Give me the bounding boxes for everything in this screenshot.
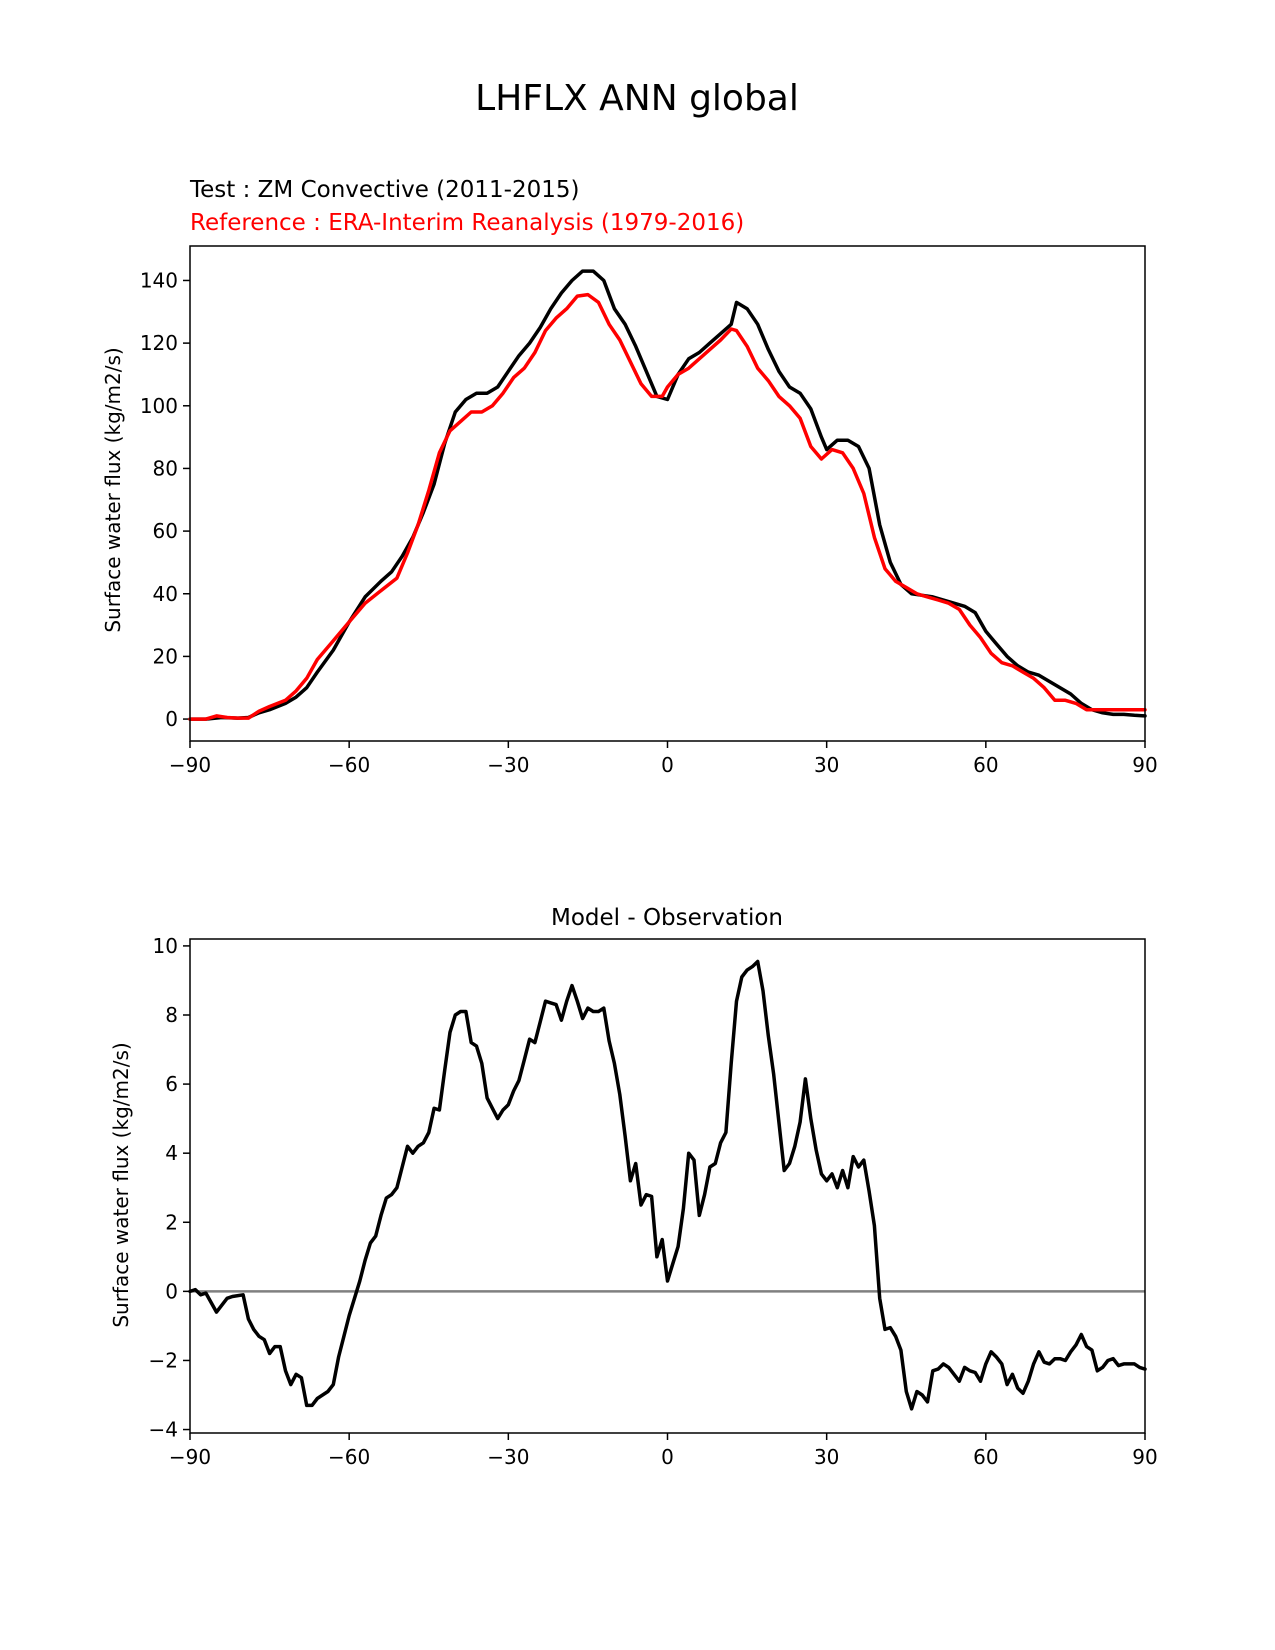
top-xtick-label: 60 bbox=[973, 753, 998, 777]
top-xtick-label: −90 bbox=[169, 753, 211, 777]
reference-series-line bbox=[188, 292, 1147, 721]
top-ytick-label: 40 bbox=[153, 582, 178, 606]
top-xtick-label: 90 bbox=[1132, 753, 1157, 777]
bottom-ylabel: Surface water flux (kg/m2/s) bbox=[109, 1042, 133, 1327]
reference-label: Reference : ERA-Interim Reanalysis (1979… bbox=[190, 210, 744, 236]
bottom-ytick-label: 2 bbox=[165, 1210, 178, 1234]
top-panel: Test : ZM Convective (2011-2015) Referen… bbox=[101, 177, 1158, 777]
top-ytick-label: 80 bbox=[153, 456, 178, 480]
test-label: Test : ZM Convective (2011-2015) bbox=[189, 177, 579, 203]
bottom-y-ticks: −4 −2 0 2 4 6 8 10 bbox=[149, 934, 190, 1442]
top-ylabel: Surface water flux (kg/m2/s) bbox=[101, 347, 125, 632]
top-series bbox=[188, 269, 1147, 721]
top-ytick-label: 140 bbox=[140, 268, 178, 292]
bottom-x-ticks: −90 −60 −30 0 30 60 90 bbox=[169, 1433, 1158, 1469]
top-xtick-label: −30 bbox=[487, 753, 529, 777]
bottom-ytick-label: 10 bbox=[153, 934, 178, 958]
top-xtick-label: 0 bbox=[661, 753, 674, 777]
bottom-axes-frame bbox=[189, 938, 1146, 1434]
top-ytick-label: 0 bbox=[165, 707, 178, 731]
bottom-ytick-label: 0 bbox=[165, 1279, 178, 1303]
top-ytick-label: 120 bbox=[140, 331, 178, 355]
figure-title: LHFLX ANN global bbox=[475, 78, 799, 119]
bottom-series bbox=[188, 959, 1147, 1411]
bottom-panel: Model - Observation Surface water flux (… bbox=[109, 905, 1158, 1469]
top-y-ticks: 0 20 40 60 80 100 120 140 bbox=[140, 268, 190, 731]
bottom-ytick-label: −4 bbox=[149, 1418, 178, 1442]
bottom-ytick-label: 4 bbox=[165, 1141, 178, 1165]
top-ytick-label: 60 bbox=[153, 519, 178, 543]
bottom-xtick-label: 90 bbox=[1132, 1445, 1157, 1469]
bottom-xtick-label: 0 bbox=[661, 1445, 674, 1469]
top-axes-frame bbox=[189, 245, 1146, 742]
top-ytick-label: 100 bbox=[140, 394, 178, 418]
top-ytick-label: 20 bbox=[153, 644, 178, 668]
bottom-xtick-label: 30 bbox=[814, 1445, 839, 1469]
bottom-xtick-label: −60 bbox=[328, 1445, 370, 1469]
bottom-ytick-label: 8 bbox=[165, 1003, 178, 1027]
bottom-ytick-label: 6 bbox=[165, 1072, 178, 1096]
difference-series-line bbox=[188, 959, 1147, 1411]
top-x-ticks: −90 −60 −30 0 30 60 90 bbox=[169, 741, 1158, 777]
bottom-xtick-label: −30 bbox=[487, 1445, 529, 1469]
bottom-title: Model - Observation bbox=[551, 905, 783, 931]
bottom-xtick-label: 60 bbox=[973, 1445, 998, 1469]
top-xtick-label: 30 bbox=[814, 753, 839, 777]
test-series-line bbox=[188, 269, 1147, 721]
bottom-xtick-label: −90 bbox=[169, 1445, 211, 1469]
bottom-ytick-label: −2 bbox=[149, 1348, 178, 1372]
top-xtick-label: −60 bbox=[328, 753, 370, 777]
